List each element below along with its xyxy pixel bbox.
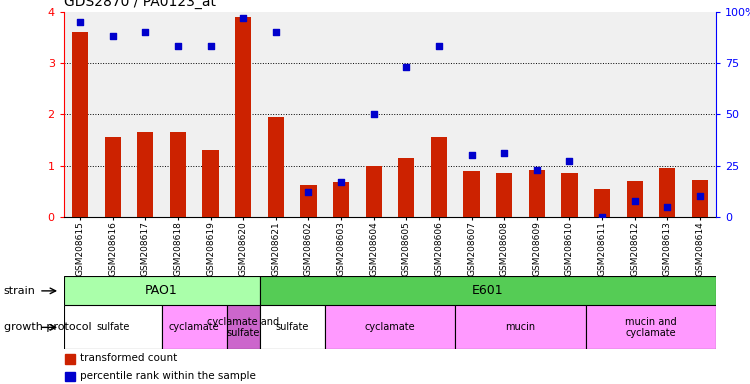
Bar <box>300 185 316 217</box>
Bar <box>260 276 716 305</box>
Bar <box>64 305 162 349</box>
Text: strain: strain <box>4 286 36 296</box>
Bar <box>659 168 676 217</box>
Bar <box>226 305 260 349</box>
Bar <box>162 305 226 349</box>
Text: cyclamate and
sulfate: cyclamate and sulfate <box>207 316 279 338</box>
Point <box>74 19 86 25</box>
Text: mucin: mucin <box>506 322 536 333</box>
Text: percentile rank within the sample: percentile rank within the sample <box>80 371 256 381</box>
Text: mucin and
cyclamate: mucin and cyclamate <box>626 316 676 338</box>
Text: E601: E601 <box>472 285 504 297</box>
Bar <box>72 32 88 217</box>
Bar <box>398 158 415 217</box>
Point <box>531 167 543 173</box>
Bar <box>455 305 586 349</box>
Text: cyclamate: cyclamate <box>169 322 220 333</box>
Bar <box>65 354 75 364</box>
Text: sulfate: sulfate <box>275 322 309 333</box>
Point <box>662 204 674 210</box>
Text: GDS2870 / PA0123_at: GDS2870 / PA0123_at <box>64 0 216 9</box>
Point <box>694 193 706 200</box>
Bar <box>64 276 260 305</box>
Bar <box>529 170 545 217</box>
Point <box>368 111 380 118</box>
Point <box>498 150 510 156</box>
Bar <box>268 117 284 217</box>
Bar <box>561 173 578 217</box>
Bar <box>365 166 382 217</box>
Point <box>172 43 184 50</box>
Bar <box>594 189 610 217</box>
Bar <box>325 305 455 349</box>
Bar <box>496 173 512 217</box>
Point <box>596 214 608 220</box>
Bar <box>260 305 325 349</box>
Point <box>106 33 118 39</box>
Point <box>270 29 282 35</box>
Point <box>628 197 640 204</box>
Bar <box>692 180 708 217</box>
Point <box>466 152 478 158</box>
Text: cyclamate: cyclamate <box>364 322 416 333</box>
Bar <box>333 182 350 217</box>
Point <box>400 64 412 70</box>
Text: transformed count: transformed count <box>80 353 177 363</box>
Bar <box>170 132 186 217</box>
Point <box>140 29 152 35</box>
Point <box>205 43 217 50</box>
Text: PAO1: PAO1 <box>146 285 178 297</box>
Point <box>433 43 445 50</box>
Point <box>563 159 575 165</box>
Bar <box>65 372 75 381</box>
Text: sulfate: sulfate <box>96 322 129 333</box>
Bar <box>464 171 480 217</box>
Bar <box>235 17 251 217</box>
Bar <box>202 150 219 217</box>
Bar <box>586 305 716 349</box>
Point <box>302 189 314 195</box>
Bar <box>104 137 121 217</box>
Bar <box>430 137 447 217</box>
Bar <box>626 181 643 217</box>
Point <box>335 179 347 185</box>
Bar <box>137 132 154 217</box>
Text: growth protocol: growth protocol <box>4 322 92 333</box>
Point <box>237 15 249 21</box>
